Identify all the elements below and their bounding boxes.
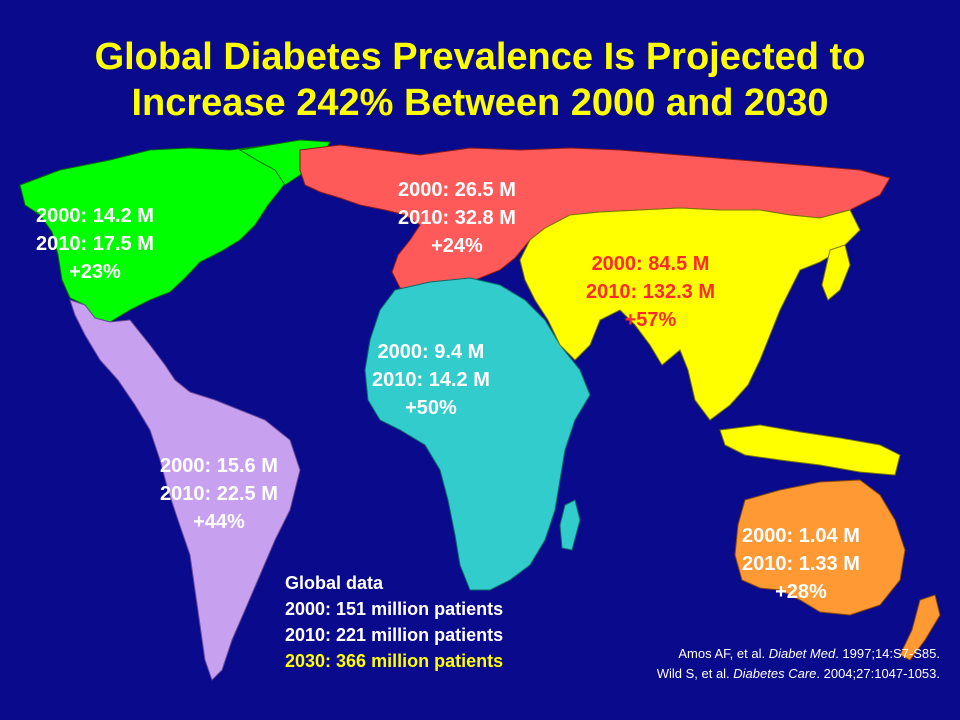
asia-region: [519, 207, 861, 421]
stat-change: +28%: [775, 581, 827, 603]
reference-2: Wild S, et al. Diabetes Care. 2004;27:10…: [657, 664, 940, 684]
global-data-2030: 2030: 366 million patients: [285, 651, 504, 671]
stat-2010: 2010: 17.5 M: [36, 233, 154, 255]
asia-stats: 2000: 84.5 M 2010: 132.3 M +57%: [586, 250, 715, 334]
stat-2000: 2000: 1.04 M: [742, 525, 860, 547]
africa-region: [364, 277, 591, 591]
stat-2000: 2000: 84.5 M: [591, 253, 710, 275]
stat-2010: 2010: 1.33 M: [742, 553, 860, 575]
reference-1: Amos AF, et al. Diabet Med. 1997;14:S7-S…: [657, 644, 940, 664]
stat-change: +24%: [431, 235, 483, 257]
stat-change: +57%: [624, 309, 677, 331]
australia-region: [734, 479, 906, 616]
ref1-journal: Diabet Med: [768, 646, 836, 661]
stat-2000: 2000: 15.6 M: [160, 455, 278, 477]
stat-2010: 2010: 132.3 M: [586, 281, 715, 303]
oceania-stats: 2000: 1.04 M 2010: 1.33 M +28%: [742, 522, 860, 606]
stat-change: +44%: [193, 511, 245, 533]
stat-2000: 2000: 14.2 M: [36, 205, 154, 227]
madagascar-region: [559, 499, 581, 551]
japan-region: [821, 244, 851, 301]
latin-america-region: [69, 299, 301, 681]
stat-change: +23%: [69, 261, 121, 283]
ref1-details: . 1997;14:S7-S85.: [835, 646, 940, 661]
ref2-details: . 2004;27:1047-1053.: [816, 666, 940, 681]
global-data-2000: 2000: 151 million patients: [285, 599, 504, 619]
ref1-authors: Amos AF, et al.: [678, 646, 769, 661]
global-data-2010: 2010: 221 million patients: [285, 625, 504, 645]
new-zealand-region: [899, 594, 941, 661]
africa-stats: 2000: 9.4 M 2010: 14.2 M +50%: [372, 338, 490, 422]
title-line-2: Increase 242% Between 2000 and 2030: [131, 82, 829, 124]
global-data-heading: Global data: [285, 573, 384, 593]
slide-title: Global Diabetes Prevalence Is Projected …: [0, 34, 960, 126]
stat-2010: 2010: 14.2 M: [372, 369, 490, 391]
stat-2010: 2010: 22.5 M: [160, 483, 278, 505]
europe-stats: 2000: 26.5 M 2010: 32.8 M +24%: [398, 176, 516, 260]
title-line-1: Global Diabetes Prevalence Is Projected …: [94, 36, 866, 78]
latin-america-stats: 2000: 15.6 M 2010: 22.5 M +44%: [160, 452, 278, 536]
references: Amos AF, et al. Diabet Med. 1997;14:S7-S…: [657, 644, 940, 684]
southeast-asia-islands: [719, 424, 901, 476]
north-america-stats: 2000: 14.2 M 2010: 17.5 M +23%: [36, 202, 154, 286]
stat-2010: 2010: 32.8 M: [398, 207, 516, 229]
stat-change: +50%: [405, 397, 457, 419]
ref2-authors: Wild S, et al.: [656, 666, 734, 681]
north-america-region: [19, 144, 301, 323]
global-data-box: Global data 2000: 151 million patients 2…: [285, 570, 503, 674]
ref2-journal: Diabetes Care: [733, 666, 817, 681]
stat-2000: 2000: 26.5 M: [398, 179, 516, 201]
stat-2000: 2000: 9.4 M: [377, 341, 485, 363]
